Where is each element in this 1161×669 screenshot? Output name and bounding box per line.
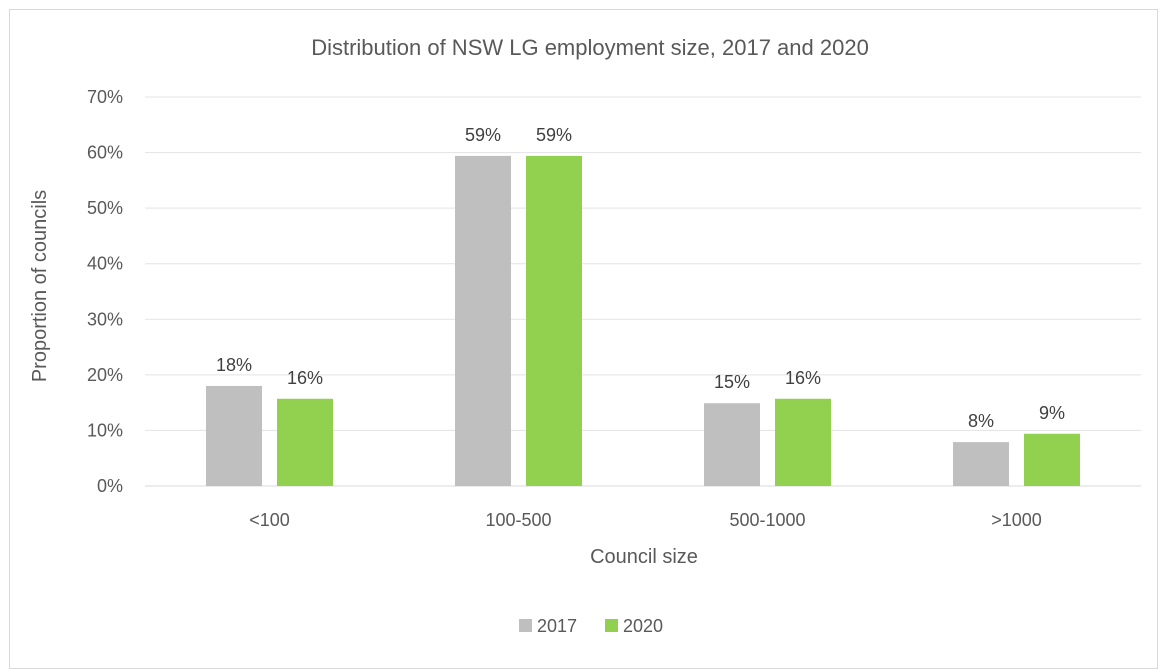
bar-2017 — [953, 442, 1009, 486]
bars — [206, 155, 1080, 487]
data-label: 16% — [287, 368, 323, 388]
y-tick-label: 0% — [97, 476, 123, 496]
bar-2020 — [1024, 433, 1080, 486]
y-tick-label: 40% — [87, 254, 123, 274]
legend-swatch-2020 — [605, 619, 618, 632]
x-axis-ticks: <100 100-500 500-1000 >1000 — [249, 510, 1042, 530]
x-tick-label: 500-1000 — [729, 510, 805, 530]
chart-frame — [9, 9, 1158, 669]
data-label: 9% — [1039, 403, 1065, 423]
data-labels: 18% 16% 59% 59% 15% 16% 8% 9% — [216, 125, 1065, 431]
y-tick-label: 70% — [87, 87, 123, 107]
data-label: 16% — [785, 368, 821, 388]
y-axis-title: Proportion of councils — [29, 190, 51, 382]
bar-2020 — [526, 155, 582, 487]
legend-label-2017: 2017 — [537, 616, 577, 636]
y-tick-label: 20% — [87, 365, 123, 385]
bar-2020 — [277, 398, 333, 486]
x-axis-title: Council size — [590, 546, 698, 568]
y-axis-ticks: 0% 10% 20% 30% 40% 50% 60% 70% — [87, 87, 123, 496]
x-tick-label: 100-500 — [485, 510, 551, 530]
legend-label-2020: 2020 — [623, 616, 663, 636]
y-tick-label: 30% — [87, 309, 123, 329]
y-tick-label: 50% — [87, 198, 123, 218]
x-tick-label: <100 — [249, 510, 290, 530]
data-label: 15% — [714, 372, 750, 392]
data-label: 8% — [968, 411, 994, 431]
bar-2020 — [775, 398, 831, 486]
y-tick-label: 10% — [87, 420, 123, 440]
legend-swatch-2017 — [519, 619, 532, 632]
chart-title: Distribution of NSW LG employment size, … — [311, 35, 869, 60]
data-label: 59% — [536, 125, 572, 145]
bar-2017 — [206, 385, 262, 486]
y-tick-label: 60% — [87, 143, 123, 163]
data-label: 59% — [465, 125, 501, 145]
bar-2017 — [704, 403, 760, 486]
data-label: 18% — [216, 355, 252, 375]
bar-2017 — [455, 155, 511, 487]
x-tick-label: >1000 — [991, 510, 1042, 530]
legend: 2017 2020 — [519, 616, 663, 636]
